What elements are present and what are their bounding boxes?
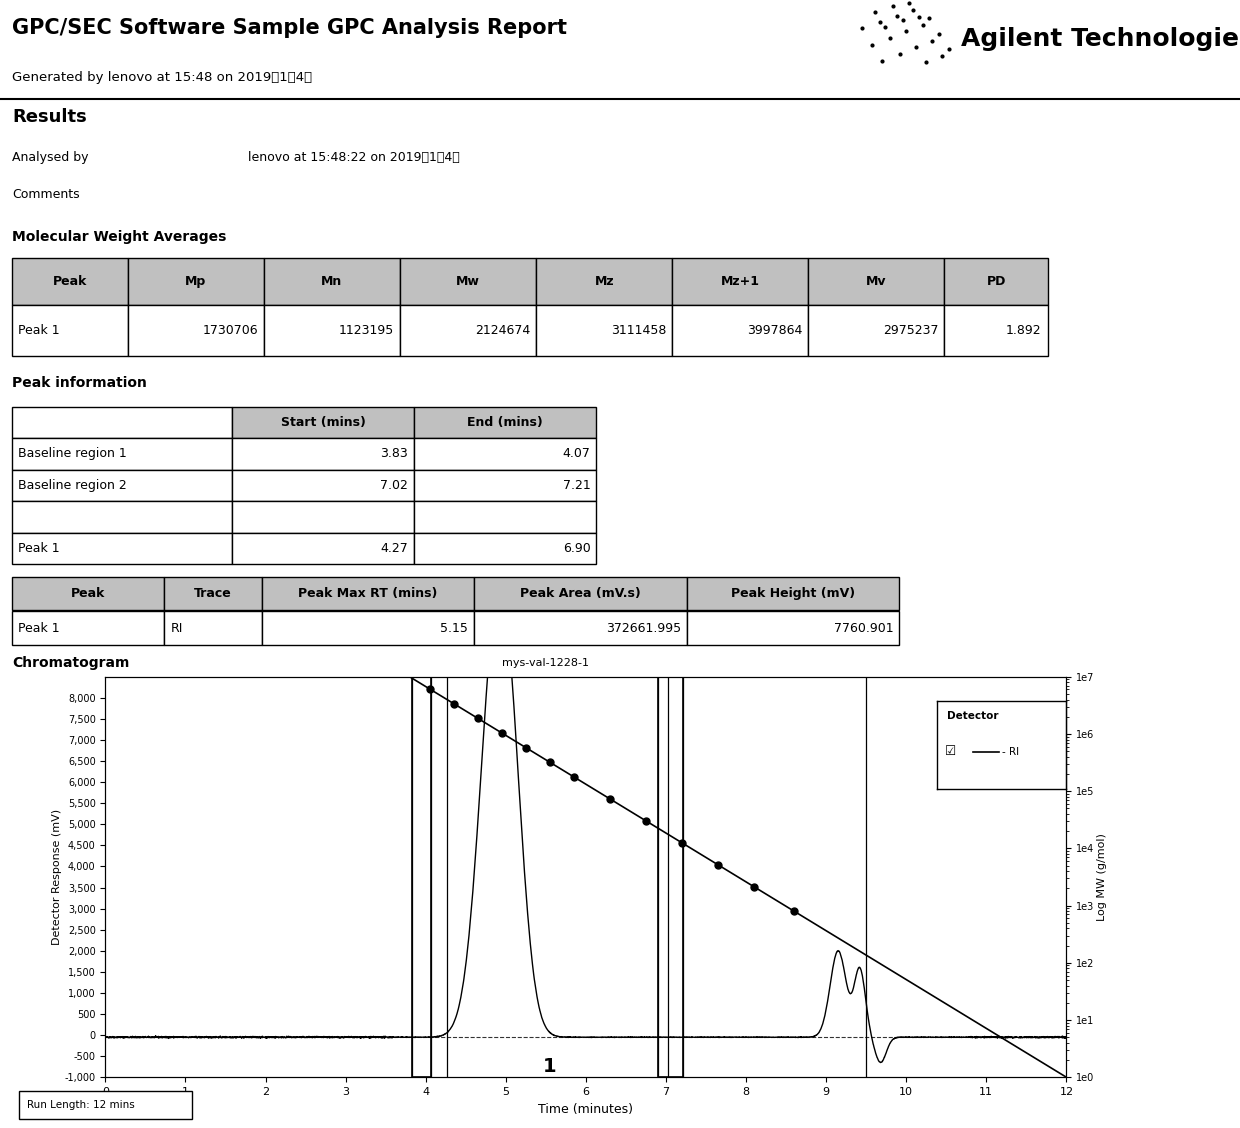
X-axis label: Time (minutes): Time (minutes) <box>538 1102 634 1116</box>
Text: PD: PD <box>986 275 1006 288</box>
FancyBboxPatch shape <box>687 611 899 645</box>
FancyBboxPatch shape <box>12 576 164 610</box>
FancyBboxPatch shape <box>474 611 687 645</box>
FancyBboxPatch shape <box>12 611 164 645</box>
Text: End (mins): End (mins) <box>467 416 543 429</box>
FancyBboxPatch shape <box>262 576 474 610</box>
Text: 1: 1 <box>543 1057 557 1076</box>
FancyBboxPatch shape <box>414 407 596 439</box>
Text: 4.07: 4.07 <box>563 448 590 460</box>
Text: Comments: Comments <box>12 188 81 202</box>
FancyBboxPatch shape <box>12 439 232 469</box>
Y-axis label: Detector Response (mV): Detector Response (mV) <box>52 809 62 945</box>
FancyBboxPatch shape <box>232 469 414 501</box>
FancyBboxPatch shape <box>808 258 945 305</box>
Text: Peak: Peak <box>71 587 105 600</box>
FancyBboxPatch shape <box>414 501 596 532</box>
Text: Chromatogram: Chromatogram <box>12 655 130 670</box>
FancyBboxPatch shape <box>12 305 128 356</box>
FancyBboxPatch shape <box>414 469 596 501</box>
Text: Peak Max RT (mins): Peak Max RT (mins) <box>298 587 438 600</box>
Text: lenovo at 15:48:22 on 2019年1月4日: lenovo at 15:48:22 on 2019年1月4日 <box>248 151 460 165</box>
Text: Peak 1: Peak 1 <box>19 622 60 635</box>
Text: 6.90: 6.90 <box>563 541 590 555</box>
Text: 3.83: 3.83 <box>381 448 408 460</box>
FancyBboxPatch shape <box>672 258 808 305</box>
FancyBboxPatch shape <box>672 305 808 356</box>
FancyBboxPatch shape <box>945 258 1048 305</box>
Text: 7760.901: 7760.901 <box>833 622 893 635</box>
Text: 3997864: 3997864 <box>746 324 802 337</box>
Text: Peak 1: Peak 1 <box>19 541 60 555</box>
Text: Peak Height (mV): Peak Height (mV) <box>732 587 856 600</box>
FancyBboxPatch shape <box>401 305 536 356</box>
Text: 1730706: 1730706 <box>202 324 258 337</box>
Text: Start (mins): Start (mins) <box>280 416 366 429</box>
Text: 4.27: 4.27 <box>381 541 408 555</box>
Text: 3111458: 3111458 <box>611 324 666 337</box>
FancyBboxPatch shape <box>128 305 264 356</box>
FancyBboxPatch shape <box>232 532 414 564</box>
Bar <box>658 677 683 1077</box>
Text: Peak information: Peak information <box>12 377 148 390</box>
FancyBboxPatch shape <box>536 258 672 305</box>
Text: Analysed by: Analysed by <box>12 151 89 165</box>
FancyBboxPatch shape <box>12 407 232 439</box>
Text: 7.02: 7.02 <box>381 479 408 492</box>
FancyBboxPatch shape <box>808 305 945 356</box>
FancyBboxPatch shape <box>945 305 1048 356</box>
Text: Mz+1: Mz+1 <box>720 275 760 288</box>
Y-axis label: Log MW (g/mol): Log MW (g/mol) <box>1097 834 1107 920</box>
FancyBboxPatch shape <box>414 439 596 469</box>
FancyBboxPatch shape <box>262 611 474 645</box>
FancyBboxPatch shape <box>536 305 672 356</box>
Text: Run Length: 12 mins: Run Length: 12 mins <box>27 1100 135 1110</box>
Text: Mz: Mz <box>594 275 614 288</box>
Text: 1123195: 1123195 <box>339 324 394 337</box>
Text: Mw: Mw <box>456 275 480 288</box>
Text: 5.15: 5.15 <box>440 622 467 635</box>
Text: 2975237: 2975237 <box>883 324 939 337</box>
Text: Baseline region 1: Baseline region 1 <box>19 448 128 460</box>
Bar <box>412 677 432 1077</box>
Text: Results: Results <box>12 107 87 125</box>
FancyBboxPatch shape <box>12 469 232 501</box>
Text: Peak: Peak <box>53 275 87 288</box>
FancyBboxPatch shape <box>12 532 232 564</box>
Text: 2124674: 2124674 <box>475 324 529 337</box>
Text: 1.892: 1.892 <box>1006 324 1042 337</box>
Text: Mp: Mp <box>185 275 207 288</box>
Text: Mv: Mv <box>867 275 887 288</box>
Text: mys-val-1228-1: mys-val-1228-1 <box>502 659 589 669</box>
Text: 7.21: 7.21 <box>563 479 590 492</box>
FancyBboxPatch shape <box>19 1091 192 1119</box>
FancyBboxPatch shape <box>232 439 414 469</box>
Text: Baseline region 2: Baseline region 2 <box>19 479 128 492</box>
FancyBboxPatch shape <box>232 501 414 532</box>
FancyBboxPatch shape <box>12 258 128 305</box>
Text: 372661.995: 372661.995 <box>605 622 681 635</box>
FancyBboxPatch shape <box>401 258 536 305</box>
FancyBboxPatch shape <box>687 576 899 610</box>
Text: Peak 1: Peak 1 <box>19 324 60 337</box>
Text: Molecular Weight Averages: Molecular Weight Averages <box>12 230 227 244</box>
FancyBboxPatch shape <box>232 407 414 439</box>
FancyBboxPatch shape <box>12 501 232 532</box>
FancyBboxPatch shape <box>128 258 264 305</box>
FancyBboxPatch shape <box>474 576 687 610</box>
Text: Peak Area (mV.s): Peak Area (mV.s) <box>520 587 641 600</box>
Text: GPC/SEC Software Sample GPC Analysis Report: GPC/SEC Software Sample GPC Analysis Rep… <box>12 18 568 38</box>
FancyBboxPatch shape <box>264 305 401 356</box>
FancyBboxPatch shape <box>414 532 596 564</box>
Text: Generated by lenovo at 15:48 on 2019年1月4日: Generated by lenovo at 15:48 on 2019年1月4… <box>12 71 312 85</box>
Text: RI: RI <box>170 622 182 635</box>
Text: Mn: Mn <box>321 275 342 288</box>
Text: Trace: Trace <box>193 587 232 600</box>
Text: Agilent Technologies: Agilent Technologies <box>961 27 1240 51</box>
FancyBboxPatch shape <box>164 576 262 610</box>
FancyBboxPatch shape <box>264 258 401 305</box>
FancyBboxPatch shape <box>164 611 262 645</box>
